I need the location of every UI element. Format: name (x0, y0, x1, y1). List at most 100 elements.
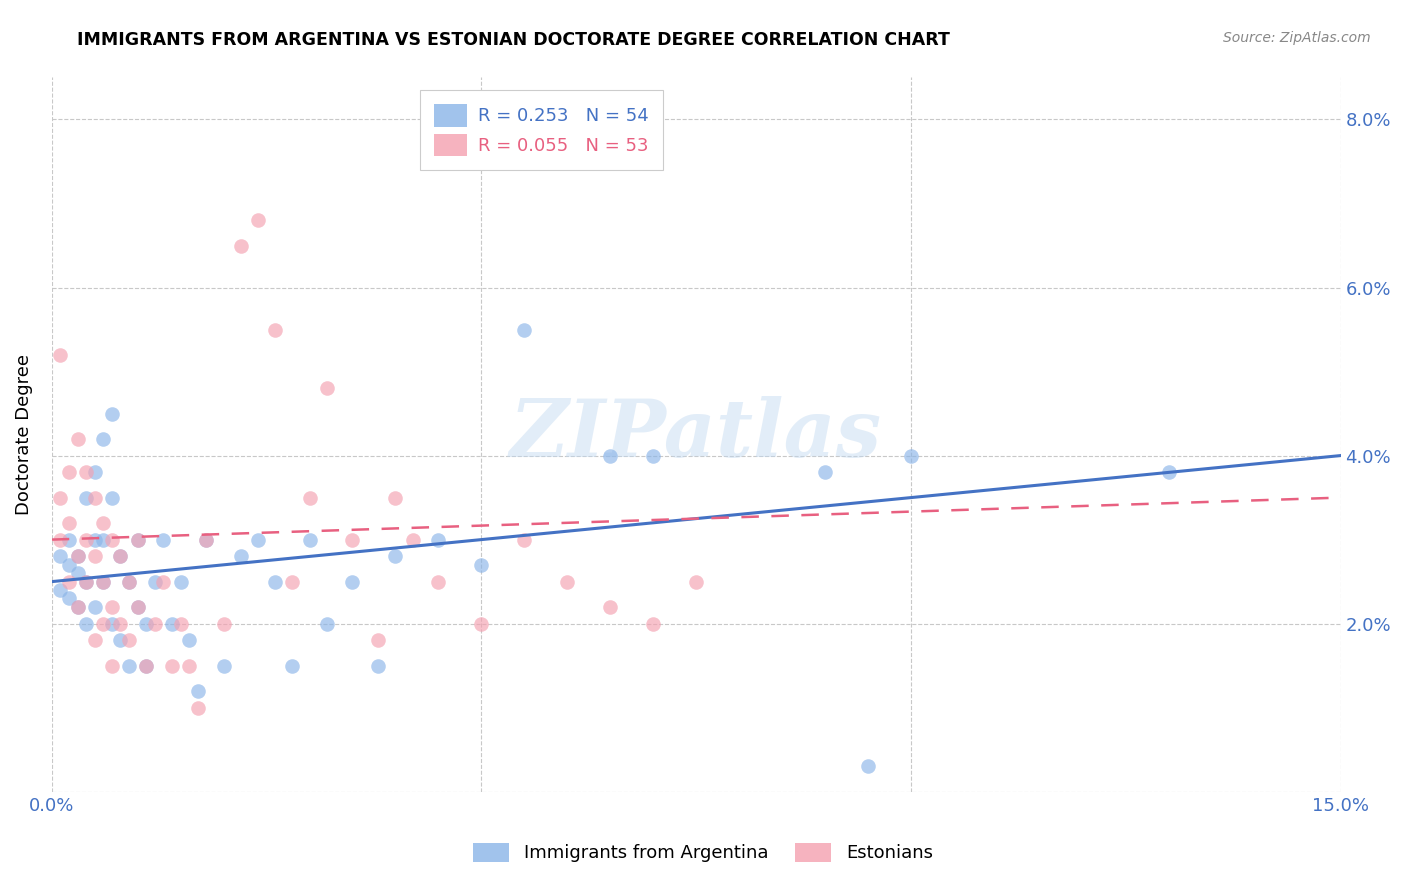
Point (195, 533, 218, 547)
Text: Source: ZipAtlas.com: Source: ZipAtlas.com (1223, 31, 1371, 45)
Point (127, 599, 149, 614)
Point (513, 533, 536, 547)
Point (513, 322, 536, 336)
Point (66, 549, 89, 564)
Point (75, 616, 97, 631)
Point (91, 574, 114, 589)
Point (91, 574, 114, 589)
Point (83, 533, 105, 547)
Point (814, 466, 837, 480)
Text: ZIPatlas: ZIPatlas (510, 396, 882, 474)
Point (470, 616, 492, 631)
Point (401, 533, 423, 547)
Point (58, 516, 80, 530)
Point (212, 658, 235, 673)
Point (75, 574, 97, 589)
Point (127, 533, 149, 547)
Point (49, 533, 72, 547)
Y-axis label: Doctorate Degree: Doctorate Degree (15, 354, 32, 515)
Point (49, 491, 72, 505)
Point (101, 533, 124, 547)
Point (298, 491, 321, 505)
Point (195, 533, 218, 547)
Point (246, 213, 269, 227)
Point (101, 658, 124, 673)
Point (160, 616, 183, 631)
Point (470, 558, 492, 572)
Point (118, 574, 141, 589)
Point (118, 574, 141, 589)
Point (187, 684, 209, 698)
Point (179, 658, 201, 673)
Point (169, 574, 191, 589)
Point (127, 599, 149, 614)
Point (298, 533, 321, 547)
Point (599, 599, 621, 614)
Point (58, 591, 80, 606)
Point (384, 549, 406, 564)
Point (135, 616, 157, 631)
Point (75, 574, 97, 589)
Point (160, 658, 183, 673)
Point (110, 633, 132, 648)
Point (83, 633, 105, 648)
Legend: Immigrants from Argentina, Estonians: Immigrants from Argentina, Estonians (465, 836, 941, 870)
Point (169, 616, 191, 631)
Text: IMMIGRANTS FROM ARGENTINA VS ESTONIAN DOCTORATE DEGREE CORRELATION CHART: IMMIGRANTS FROM ARGENTINA VS ESTONIAN DO… (77, 31, 950, 49)
Point (49, 549, 72, 564)
Legend: R = 0.253   N = 54, R = 0.055   N = 53: R = 0.253 N = 54, R = 0.055 N = 53 (420, 90, 664, 170)
Point (110, 616, 132, 631)
Point (152, 574, 174, 589)
Point (384, 491, 406, 505)
Point (127, 533, 149, 547)
Point (135, 658, 157, 673)
Point (118, 633, 141, 648)
Point (367, 658, 389, 673)
Point (856, 759, 879, 773)
Point (342, 533, 364, 547)
Point (143, 616, 166, 631)
Point (555, 574, 578, 589)
Point (101, 616, 124, 631)
Point (152, 533, 174, 547)
Point (135, 658, 157, 673)
Point (281, 658, 304, 673)
Point (101, 599, 124, 614)
Point (83, 491, 105, 505)
Point (83, 599, 105, 614)
Point (58, 574, 80, 589)
Point (264, 322, 287, 336)
Point (179, 633, 201, 648)
Point (264, 574, 287, 589)
Point (427, 533, 450, 547)
Point (427, 574, 450, 589)
Point (143, 574, 166, 589)
Point (342, 574, 364, 589)
Point (91, 616, 114, 631)
Point (643, 449, 665, 463)
Point (900, 449, 922, 463)
Point (118, 658, 141, 673)
Point (49, 582, 72, 597)
Point (58, 466, 80, 480)
Point (599, 449, 621, 463)
Point (83, 549, 105, 564)
Point (110, 549, 132, 564)
Point (49, 348, 72, 362)
Point (229, 238, 252, 252)
Point (58, 533, 80, 547)
Point (229, 549, 252, 564)
Point (66, 599, 89, 614)
Point (91, 533, 114, 547)
Point (315, 616, 337, 631)
Point (187, 700, 209, 714)
Point (367, 633, 389, 648)
Point (212, 616, 235, 631)
Point (246, 533, 269, 547)
Point (101, 491, 124, 505)
Point (66, 566, 89, 581)
Point (315, 381, 337, 395)
Point (685, 574, 707, 589)
Point (643, 616, 665, 631)
Point (75, 466, 97, 480)
